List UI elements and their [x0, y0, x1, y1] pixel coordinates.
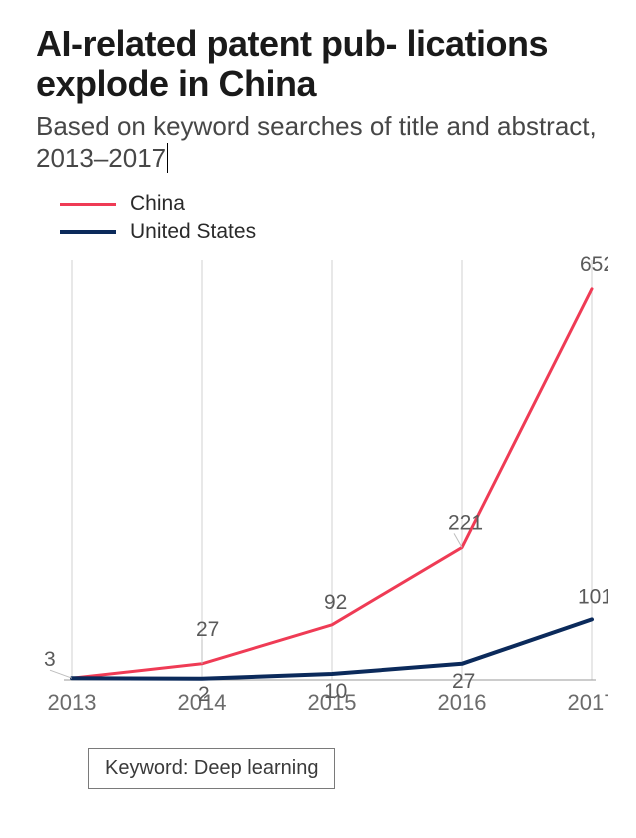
value-label-us: 101: [578, 585, 608, 608]
chart-subtitle: Based on keyword searches of title and a…: [36, 110, 608, 174]
figure-root: AI-related patent pub- lications explode…: [0, 0, 636, 838]
value-label-china: 3: [44, 648, 56, 671]
leader-line: [454, 533, 462, 547]
text-cursor: [167, 143, 168, 173]
legend-item-us: United States: [60, 220, 608, 244]
legend-swatch-us: [60, 230, 116, 234]
subtitle-text: Based on keyword searches of title and a…: [36, 111, 597, 173]
x-axis-label: 2017: [568, 690, 608, 715]
value-label-china: 221: [448, 511, 483, 534]
chart-title: AI-related patent pub- lications explode…: [36, 24, 608, 104]
value-label-china: 27: [196, 618, 219, 641]
leader-line: [50, 670, 72, 678]
keyword-box: Keyword: Deep learning: [88, 748, 335, 789]
value-label-china: 92: [324, 591, 347, 614]
x-axis-label: 2016: [438, 690, 487, 715]
keyword-text: Keyword: Deep learning: [105, 757, 318, 779]
value-label-us: 10: [324, 680, 347, 703]
value-label-us: 27: [452, 670, 475, 693]
line-chart-svg: 201320142015201620173279222165221027101: [36, 250, 608, 730]
legend-swatch-china: [60, 203, 116, 206]
legend: China United States: [60, 192, 608, 244]
value-label-us: 2: [198, 683, 210, 706]
value-label-china: 652: [580, 253, 608, 276]
legend-item-china: China: [60, 192, 608, 216]
x-axis-label: 2013: [48, 690, 97, 715]
legend-label-us: United States: [130, 220, 256, 244]
legend-label-china: China: [130, 192, 185, 216]
chart-area: 201320142015201620173279222165221027101: [36, 250, 608, 730]
